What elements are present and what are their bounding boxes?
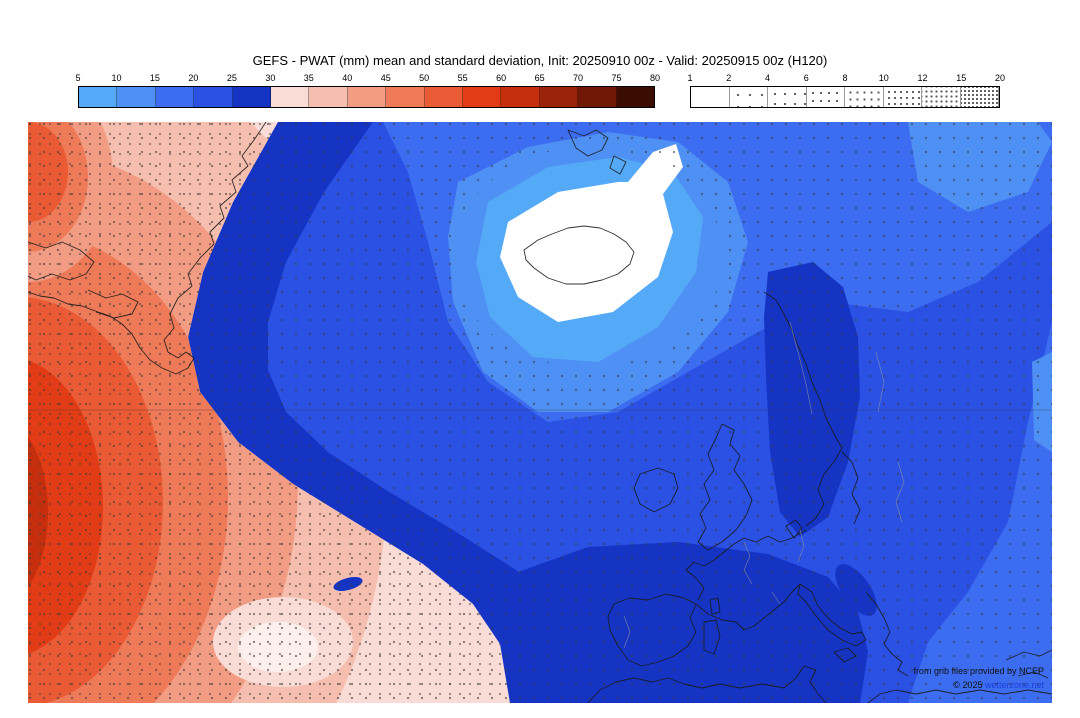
- map-watermark: from grib files provided by NCEP © 2025 …: [913, 665, 1044, 693]
- tick-label: 8: [842, 73, 848, 83]
- watermark-site-link[interactable]: wetterzone.net: [984, 680, 1044, 691]
- stipple-scale-cell: [845, 87, 884, 107]
- tick-label: 10: [111, 73, 122, 83]
- color-scale-cell: [424, 87, 464, 107]
- tick-label: 10: [878, 73, 889, 83]
- tick-label: 1: [687, 73, 693, 83]
- tick-label: 12: [917, 73, 928, 83]
- tick-label: 30: [265, 73, 276, 83]
- tick-label: 4: [764, 73, 771, 83]
- mean-scale-ticks: 5 10 15 20 25 30 35 40 45 50 55 60 65 70 75 80: [75, 73, 660, 84]
- stipple-scale-cell: [768, 87, 807, 107]
- tick-label: 2: [726, 73, 732, 83]
- color-scale-cell: [309, 87, 348, 107]
- tick-label: 80: [649, 73, 661, 83]
- tick-label: 40: [342, 73, 353, 83]
- color-scale-cell: [271, 87, 310, 107]
- coastlines: [28, 122, 1052, 703]
- tick-label: 15: [149, 73, 160, 83]
- color-scale-cell: [232, 87, 272, 107]
- pwat-map: from grib files provided by NCEP © 2025 …: [28, 122, 1052, 703]
- color-scale-cell: [155, 87, 195, 107]
- color-scale-cell: [117, 87, 156, 107]
- stddev-scale-ticks: 1 2 4 6 8 10 12 15 20: [687, 73, 1005, 84]
- color-scale-cell: [616, 87, 655, 107]
- pwat-stddev-scale: 1 2 4 6 8 10 12 15 20: [687, 73, 1005, 108]
- color-scale-cell: [194, 87, 233, 107]
- color-scale-cell: [347, 87, 387, 107]
- stipple-scale-cell: [806, 87, 845, 107]
- tick-label: 20: [994, 73, 1006, 83]
- stipple-scale-cell: [960, 87, 999, 107]
- tick-label: 25: [226, 73, 237, 83]
- tick-label: 70: [573, 73, 584, 83]
- tick-label: 55: [457, 73, 468, 83]
- pwat-mean-scale: 5 10 15 20 25 30 35 40 45 50 55 60 65 70 75 80: [75, 73, 660, 108]
- tick-label: 20: [188, 73, 199, 83]
- stipple-scale-cell: [691, 87, 730, 107]
- watermark-source: from grib files provided by NCEP: [913, 666, 1044, 677]
- tick-label: 35: [303, 73, 314, 83]
- chart-title: GEFS - PWAT (mm) mean and standard devia…: [252, 53, 828, 68]
- pwat-stipple-bar: [690, 86, 1000, 108]
- color-scale-cell: [539, 87, 579, 107]
- stipple-scale-cell: [729, 87, 768, 107]
- tick-label: 65: [534, 73, 545, 83]
- tick-label: 50: [419, 73, 430, 83]
- stipple-overlay: [28, 122, 1052, 703]
- tick-label: 75: [611, 73, 622, 83]
- tick-label: 15: [956, 73, 967, 83]
- color-scale-cell: [386, 87, 425, 107]
- tick-label: 60: [496, 73, 507, 83]
- stipple-scale-cell: [883, 87, 922, 107]
- pwat-map-canvas: [28, 122, 1052, 703]
- watermark-copyright: © 2025 wetterzone.net: [913, 679, 1044, 693]
- tick-label: 6: [803, 73, 809, 83]
- color-scale-cell: [501, 87, 540, 107]
- tick-label: 45: [380, 73, 391, 83]
- color-scale-cell: [578, 87, 617, 107]
- country-borders: [623, 321, 905, 649]
- stipple-scale-cell: [922, 87, 961, 107]
- watermark-year: © 2025: [953, 680, 985, 691]
- color-scale-cell: [463, 87, 502, 107]
- pwat-color-bar: [78, 86, 655, 108]
- color-scale-cell: [79, 87, 118, 107]
- tick-label: 5: [75, 73, 81, 83]
